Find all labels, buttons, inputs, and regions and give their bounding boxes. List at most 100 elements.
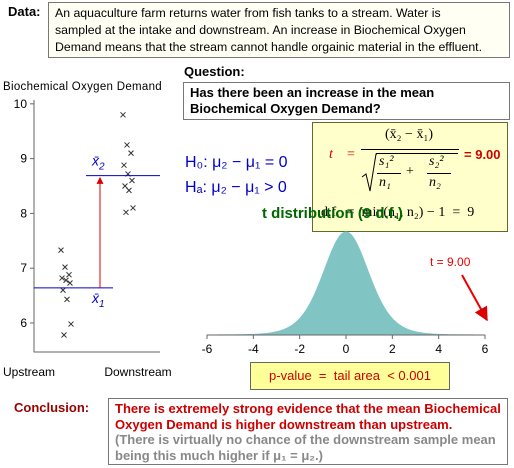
data-point [68,321,74,327]
y-tick-label: 8 [20,206,27,220]
text-line: Oxygen Demand is higher downstream than … [115,416,453,432]
cross [121,162,127,169]
x-tick-label: 4 [435,342,442,356]
mean-symbol: x̄ [91,153,100,169]
cross [58,247,64,253]
conclusion-label: Conclusion: [14,400,90,415]
cross [59,275,65,281]
sub-fraction-bar [427,173,451,174]
data-point [60,287,66,293]
cross [67,280,73,286]
cross [61,332,67,338]
y-tick-label: 7 [20,261,27,275]
null-hypothesis: H₀: μ₂ − μ₁ = 0 [185,154,288,171]
annotation: t = 9.00 [430,255,471,269]
annotation-arrow [461,274,488,322]
x-tick-label: 0 [343,342,350,356]
data-point [130,205,136,211]
data-point [120,111,126,118]
cross [129,177,135,184]
text-line: An aquaculture farm returns water from f… [55,6,441,20]
chart-title: Biochemical Oxygen Demand [3,81,162,93]
n1: n₁ [379,175,391,190]
mean-subscript: 1 [99,299,105,310]
y-tick-label: 6 [20,316,27,330]
mean-subscript: 2 [98,162,105,173]
s1: s₁² [379,154,394,169]
cross [64,296,70,303]
data-point [121,162,127,169]
x-tick-label: -2 [294,342,305,356]
t-number: 9.00 [475,147,501,162]
x-tick-label: -6 [202,342,213,356]
data-point [58,247,64,253]
radical [361,153,377,192]
cross [60,287,66,293]
question-label: Question: [184,64,245,79]
fraction-bar [361,149,459,150]
cross [126,187,132,194]
data-point [59,275,65,281]
x-tick-label: 6 [482,342,489,356]
data-point [126,187,132,194]
s2: s₂² [429,154,444,169]
cross [68,321,74,327]
cross [66,271,72,278]
numerator: (x̄₂ − x̄₁) [385,127,433,142]
mean-label: x̄2 [91,153,105,173]
conclusion-text: There is extremely strong evidence that … [108,398,508,465]
cross [128,150,134,156]
text-line: Biochemical Oxygen Demand? [190,101,381,116]
text-line: Has there been an increase in the mean [190,85,435,100]
n2: n₂ [429,175,441,190]
axes [33,100,160,353]
data-text: An aquaculture farm returns water from f… [48,2,510,58]
data-point [128,150,134,156]
x-tick-label: Downstream [104,365,171,379]
question-text: Has there been an increase in the mean Bi… [183,82,510,120]
data-point [124,142,130,148]
formula-box: t = (x̄₂ − x̄₁) s₁² n₁ + s₂² n₂ = 9.00 d… [312,122,508,232]
t-symbol: t [329,147,333,162]
text-line: Demand means that the stream cannot hand… [55,40,482,54]
data-point [66,271,72,278]
df-line: d.f. = min(n₁, n₂) − 1 = 9 [321,205,475,220]
p-value: p-value = tail area < 0.001 [250,362,450,390]
mean-label: x̄1 [91,290,105,310]
x-tick-label: 2 [389,342,396,356]
text-line: sampled at the intake and downstream. An… [55,23,466,37]
cross [123,209,129,216]
plus: + [406,164,414,179]
mean-symbol: x̄ [91,290,100,306]
x-tick-label: -4 [248,342,259,356]
chart-title: t distribution (9 d.f.) [262,205,403,222]
data-point [67,280,73,286]
y-tick-label: 10 [14,97,28,111]
data-point [123,209,129,216]
density-curve [206,231,486,336]
data-point [62,264,68,270]
cross [130,205,136,211]
text-line: (There is virtually no chance of the dow… [115,432,496,447]
alt-hypothesis: Hₐ: μ₂ − μ₁ > 0 [185,179,287,196]
text-line: being this much higher if μ₁ = μ₂.) [115,447,323,463]
data-point [122,183,128,189]
cross [62,264,68,270]
data-point [64,296,70,303]
data-point [63,277,69,284]
equals: = [464,147,472,162]
data-point [129,177,135,184]
hypotheses: H₀: μ₂ − μ₁ = 0 Hₐ: μ₂ − μ₁ > 0 [185,150,288,200]
equals: = [347,147,355,162]
text-line: There is extremely strong evidence that … [115,401,501,416]
cross [122,183,128,189]
radical-bar [376,153,458,154]
cross [124,142,130,148]
data-label: Data: [8,4,41,19]
cross [63,277,69,284]
x-tick-label: Upstream [3,365,55,379]
data-point [61,332,67,338]
y-tick-label: 9 [20,152,27,166]
